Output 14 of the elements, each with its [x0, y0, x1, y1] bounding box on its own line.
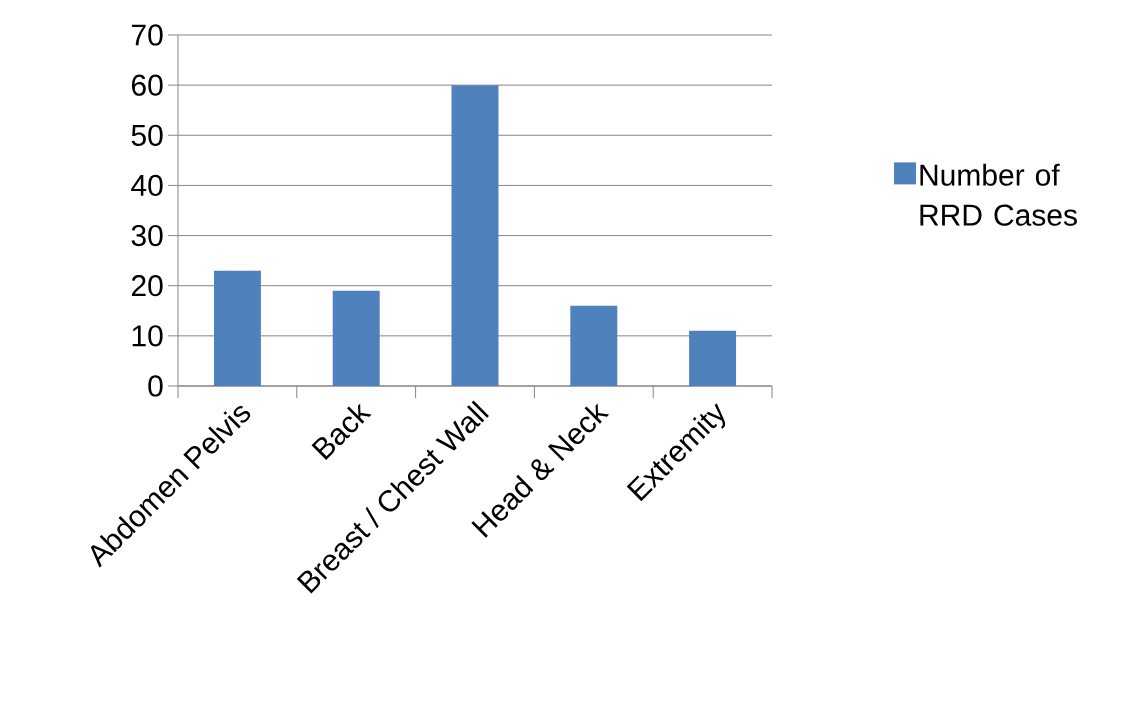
y-tick-label: 40: [131, 174, 163, 197]
bar: [689, 330, 737, 386]
y-tick-label: 60: [131, 74, 163, 96]
y-tick-label: 30: [131, 224, 163, 247]
bar: [332, 290, 380, 386]
y-tick-label: 20: [131, 275, 163, 297]
bar: [451, 85, 499, 386]
bar: [570, 305, 618, 386]
y-tick-label: 50: [131, 124, 163, 146]
y-tick-label: 0: [148, 375, 163, 397]
y-tick-label: 10: [132, 325, 163, 347]
legend-label: Number of RRD Cases: [920, 163, 1077, 226]
y-tick-label: 70: [131, 24, 163, 46]
bar: [213, 270, 261, 386]
